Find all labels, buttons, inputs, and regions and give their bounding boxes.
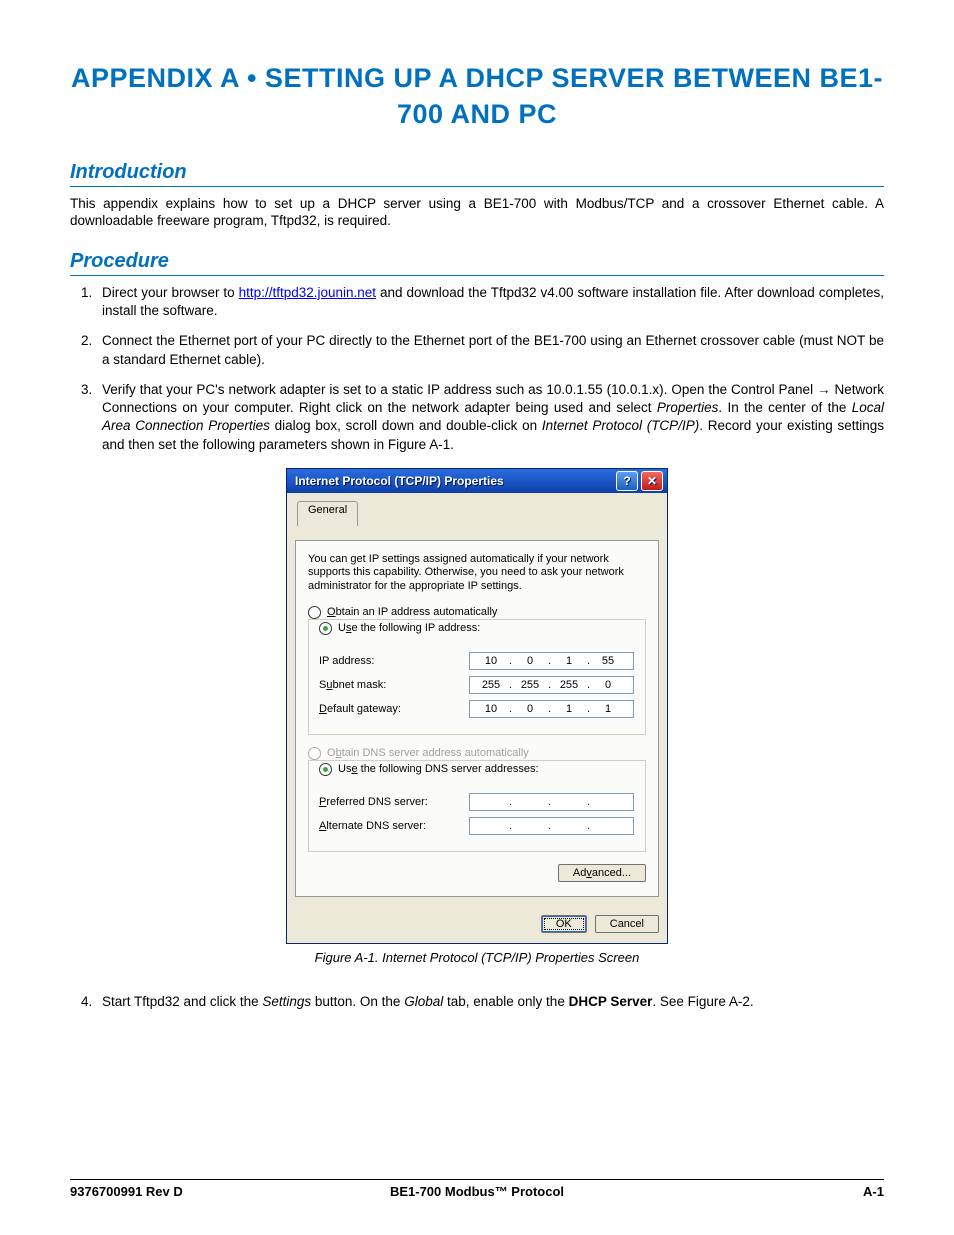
tab-strip: General: [295, 501, 659, 521]
tftpd-link[interactable]: http://tftpd32.jounin.net: [239, 285, 376, 300]
procedure-step-3: Verify that your PC's network adapter is…: [96, 381, 884, 454]
dialog-titlebar: Internet Protocol (TCP/IP) Properties ? …: [287, 469, 667, 493]
field-pref-dns: Preferred DNS server: . . .: [319, 793, 635, 811]
field-alt-dns: Alternate DNS server: . . .: [319, 817, 635, 835]
field-gateway: Default gateway: 10. 0. 1. 1: [319, 700, 635, 718]
page-title: APPENDIX A • SETTING UP A DHCP SERVER BE…: [70, 60, 884, 133]
figure-caption: Figure A-1. Internet Protocol (TCP/IP) P…: [315, 950, 640, 965]
subnet-mask-input[interactable]: 255. 255. 255. 0: [469, 676, 634, 694]
radio-obtain-ip[interactable]: Obtain an IP address automatically: [308, 606, 646, 619]
footer-center: BE1-700 Modbus™ Protocol: [70, 1184, 884, 1199]
intro-text: This appendix explains how to set up a D…: [70, 195, 884, 230]
procedure-step-4: Start Tftpd32 and click the Settings but…: [96, 993, 884, 1011]
field-subnet: Subnet mask: 255. 255. 255. 0: [319, 676, 635, 694]
preferred-dns-input[interactable]: . . .: [469, 793, 634, 811]
ok-button[interactable]: OK: [541, 915, 587, 933]
procedure-step-1: Direct your browser to http://tftpd32.jo…: [96, 284, 884, 320]
fieldset-dns: Use the following DNS server addresses: …: [308, 760, 646, 852]
figure-a1: Internet Protocol (TCP/IP) Properties ? …: [70, 468, 884, 965]
procedure-list-cont: Start Tftpd32 and click the Settings but…: [70, 993, 884, 1011]
radio-use-dns[interactable]: Use the following DNS server addresses:: [319, 763, 545, 776]
radio-use-ip[interactable]: Use the following IP address:: [319, 622, 486, 635]
cancel-button[interactable]: Cancel: [595, 915, 659, 933]
page-footer: 9376700991 Rev D BE1-700 Modbus™ Protoco…: [70, 1179, 884, 1199]
procedure-step-2: Connect the Ethernet port of your PC dir…: [96, 332, 884, 368]
dialog-title: Internet Protocol (TCP/IP) Properties: [295, 474, 613, 488]
arrow-icon: →: [817, 382, 831, 397]
tab-panel-general: You can get IP settings assigned automat…: [295, 540, 659, 897]
help-button[interactable]: ?: [616, 471, 638, 491]
dialog-body: General You can get IP settings assigned…: [287, 493, 667, 907]
tcpip-properties-dialog: Internet Protocol (TCP/IP) Properties ? …: [286, 468, 668, 944]
page: APPENDIX A • SETTING UP A DHCP SERVER BE…: [0, 0, 954, 1235]
advanced-button[interactable]: Advanced...: [558, 864, 646, 882]
section-procedure-heading: Procedure: [70, 250, 884, 276]
radio-checked-icon: [319, 622, 332, 635]
dialog-footer-buttons: OK Cancel: [287, 907, 667, 943]
dialog-intro: You can get IP settings assigned automat…: [308, 553, 646, 594]
alternate-dns-input[interactable]: . . .: [469, 817, 634, 835]
radio-checked-icon: [319, 763, 332, 776]
ip-address-input[interactable]: 10. 0. 1. 55: [469, 652, 634, 670]
radio-icon: [308, 606, 321, 619]
field-ip: IP address: 10. 0. 1. 55: [319, 652, 635, 670]
default-gateway-input[interactable]: 10. 0. 1. 1: [469, 700, 634, 718]
tab-general[interactable]: General: [297, 501, 358, 526]
section-intro-heading: Introduction: [70, 161, 884, 187]
procedure-list: Direct your browser to http://tftpd32.jo…: [70, 284, 884, 454]
radio-disabled-icon: [308, 747, 321, 760]
radio-obtain-dns: Obtain DNS server address automatically: [308, 747, 646, 760]
fieldset-ip: Use the following IP address: IP address…: [308, 619, 646, 735]
close-button[interactable]: ✕: [641, 471, 663, 491]
